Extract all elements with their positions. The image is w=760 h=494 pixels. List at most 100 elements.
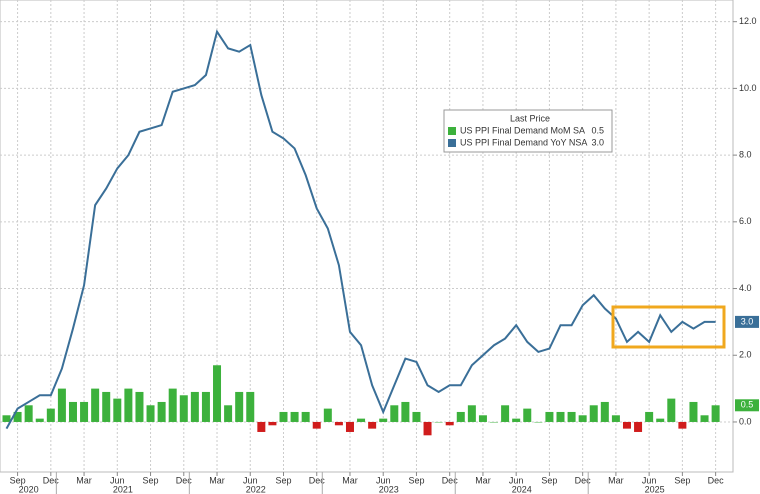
year-label: 2021 <box>113 484 133 494</box>
x-tick-label: Sep <box>674 475 690 485</box>
plot-frame <box>0 0 734 473</box>
bar <box>689 401 698 422</box>
x-tick-label: Dec <box>43 475 60 485</box>
legend-value: 3.0 <box>591 137 604 147</box>
y-tick-label: 2.0 <box>739 350 752 360</box>
bar <box>611 415 620 422</box>
bar <box>13 411 22 422</box>
bar <box>412 411 421 422</box>
legend: Last Price US PPI Final Demand MoM SA 0.5… <box>443 109 613 153</box>
bar <box>490 421 499 423</box>
x-tick-label: Dec <box>442 475 459 485</box>
x-tick-label: Jun <box>110 475 125 485</box>
bar <box>622 421 631 429</box>
x-tick-label: Jun <box>509 475 524 485</box>
bar <box>113 398 122 422</box>
x-tick-label: Sep <box>275 475 291 485</box>
bar <box>179 395 188 422</box>
y-tick-label: 0.0 <box>739 416 752 426</box>
x-tick-label: Sep <box>408 475 424 485</box>
x-tick-label: Jun <box>376 475 391 485</box>
bar <box>190 391 199 422</box>
year-label: 2023 <box>379 484 399 494</box>
bar <box>456 411 465 422</box>
bar <box>323 408 332 422</box>
year-label: 2024 <box>512 484 532 494</box>
x-tick-label: Dec <box>708 475 725 485</box>
y-tick-label: 6.0 <box>739 216 752 226</box>
bar <box>379 418 388 422</box>
bar <box>545 411 554 422</box>
bar <box>124 388 133 422</box>
bar <box>390 405 399 422</box>
bar <box>35 418 44 422</box>
bar <box>135 391 144 422</box>
bar <box>80 401 89 422</box>
bar <box>478 415 487 422</box>
highlight-box <box>611 305 726 349</box>
year-label: 2020 <box>19 484 39 494</box>
last-price-label: 0.5 <box>741 400 754 410</box>
bar <box>467 405 476 422</box>
bar <box>678 421 687 429</box>
year-label: 2022 <box>246 484 266 494</box>
bar <box>279 411 288 422</box>
bar <box>700 415 709 422</box>
bar <box>91 388 100 422</box>
bar <box>213 365 222 422</box>
bar <box>201 391 210 422</box>
bar <box>24 405 33 422</box>
bar <box>634 421 643 432</box>
bar <box>246 391 255 422</box>
legend-label: US PPI Final Demand YoY NSA <box>460 137 587 147</box>
y-tick-label: 8.0 <box>739 149 752 159</box>
bar <box>645 411 654 422</box>
x-tick-label: Mar <box>475 475 491 485</box>
x-tick-label: Dec <box>575 475 592 485</box>
last-price-tag <box>735 399 759 412</box>
x-tick-label: Jun <box>642 475 657 485</box>
bar <box>334 421 343 426</box>
bar <box>290 411 299 422</box>
x-tick-label: Sep <box>10 475 26 485</box>
bar <box>46 408 55 422</box>
last-price-tag <box>735 315 759 328</box>
x-tick-label: Mar <box>608 475 624 485</box>
x-tick-label: Mar <box>209 475 225 485</box>
bar <box>168 388 177 422</box>
last-price-label: 3.0 <box>741 316 754 326</box>
legend-swatch <box>448 139 456 147</box>
bar <box>578 415 587 422</box>
bar <box>102 391 111 422</box>
bar <box>434 421 443 423</box>
bar <box>534 421 543 423</box>
x-tick-label: Jun <box>243 475 258 485</box>
bar <box>600 401 609 422</box>
bar <box>224 405 233 422</box>
x-tick-label: Mar <box>76 475 92 485</box>
bar <box>523 408 532 422</box>
bar <box>68 401 77 422</box>
bar <box>357 418 366 422</box>
x-tick-label: Dec <box>176 475 193 485</box>
legend-swatch <box>448 127 456 135</box>
bar <box>57 388 66 422</box>
legend-label: US PPI Final Demand MoM SA <box>460 125 585 135</box>
bar <box>301 411 310 422</box>
x-tick-label: Dec <box>309 475 326 485</box>
bar <box>401 401 410 422</box>
bar <box>501 405 510 422</box>
year-label: 2025 <box>645 484 665 494</box>
bar <box>567 411 576 422</box>
bar <box>445 421 454 426</box>
x-tick-label: Sep <box>541 475 557 485</box>
bar <box>312 421 321 429</box>
bar <box>423 421 432 436</box>
y-tick-label: 10.0 <box>739 83 757 93</box>
bar <box>368 421 377 429</box>
bar <box>257 421 266 432</box>
bar <box>2 415 11 422</box>
bar <box>157 401 166 422</box>
